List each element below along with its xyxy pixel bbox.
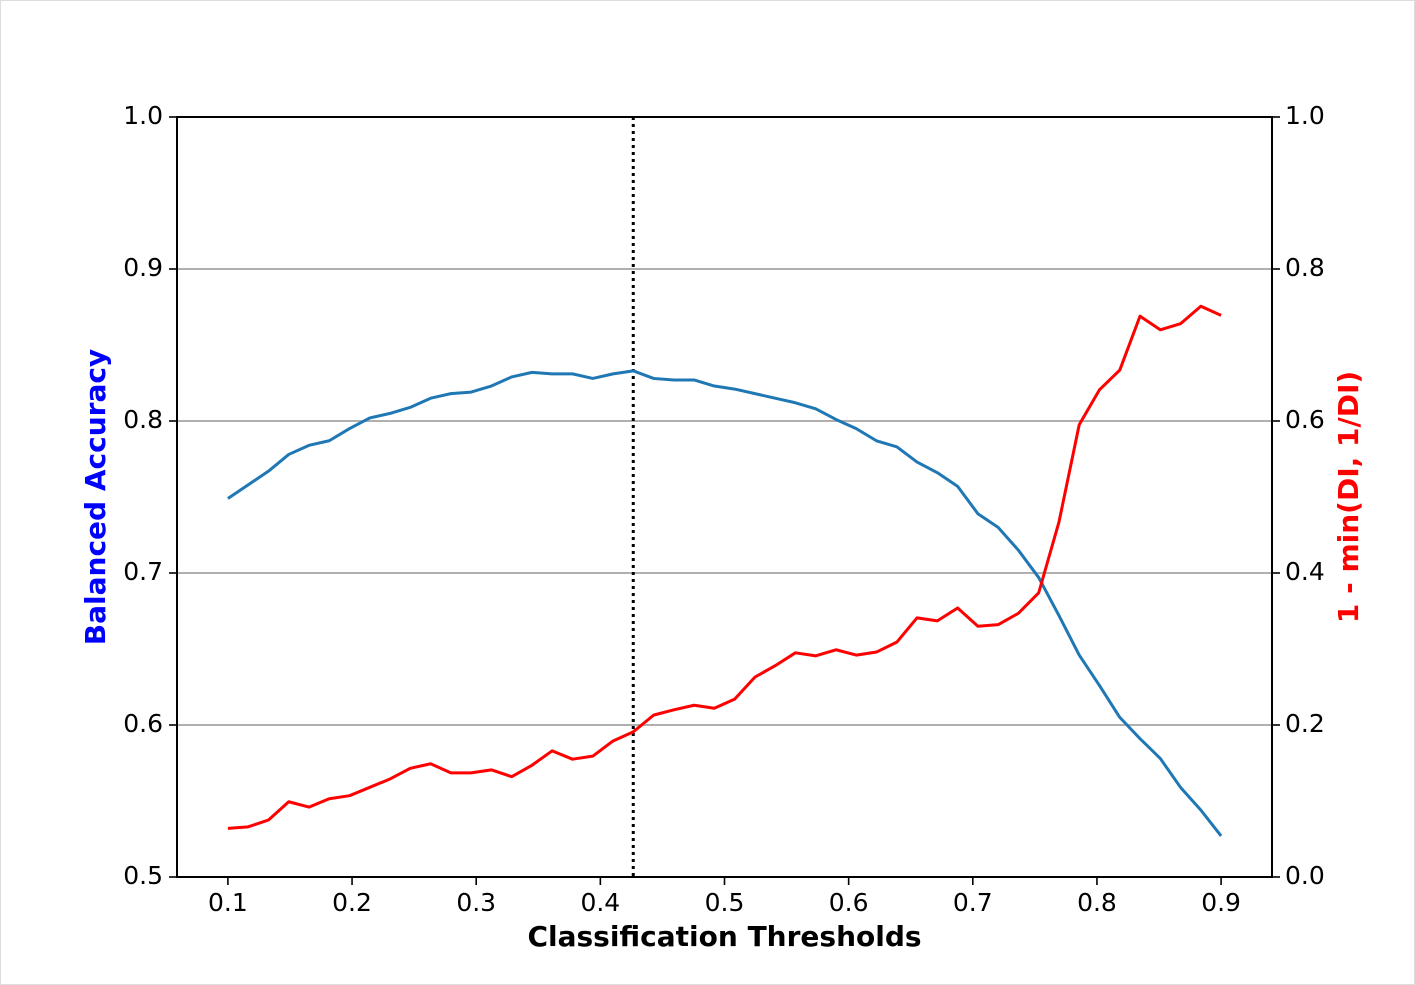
y-tick-label: 0.5 [123, 861, 163, 890]
x-tick-label: 0.8 [1077, 888, 1117, 917]
y-tick-label: 0.6 [123, 709, 163, 738]
series-line [227, 369, 1223, 837]
y2-tick-label: 0.0 [1285, 861, 1325, 890]
y-tick-label: 0.9 [123, 253, 163, 282]
y2-tick-label: 0.2 [1285, 709, 1325, 738]
y-tick-label: 0.7 [123, 557, 163, 586]
y-tick-label: 0.8 [123, 405, 163, 434]
plot-frame [176, 116, 1273, 878]
y2-tick-label: 0.6 [1285, 405, 1325, 434]
y-axis-label: Balanced Accuracy [79, 349, 112, 645]
y2-axis-label: 1 - min(DI, 1/DI) [1332, 371, 1365, 623]
x-tick-label: 0.3 [456, 888, 496, 917]
x-tick-label: 0.6 [829, 888, 869, 917]
y-tick-label: 1.0 [123, 101, 163, 130]
y2-tick-label: 0.8 [1285, 253, 1325, 282]
y2-tick-label: 1.0 [1285, 101, 1325, 130]
y2-tick-label: 0.4 [1285, 557, 1325, 586]
x-tick-label: 0.7 [953, 888, 993, 917]
x-tick-label: 0.1 [208, 888, 248, 917]
x-tick-label: 0.2 [332, 888, 372, 917]
x-axis-label: Classification Thresholds [527, 920, 921, 953]
x-tick-label: 0.9 [1201, 888, 1241, 917]
x-tick-label: 0.5 [705, 888, 745, 917]
x-tick-label: 0.4 [580, 888, 620, 917]
series-line [227, 304, 1222, 830]
